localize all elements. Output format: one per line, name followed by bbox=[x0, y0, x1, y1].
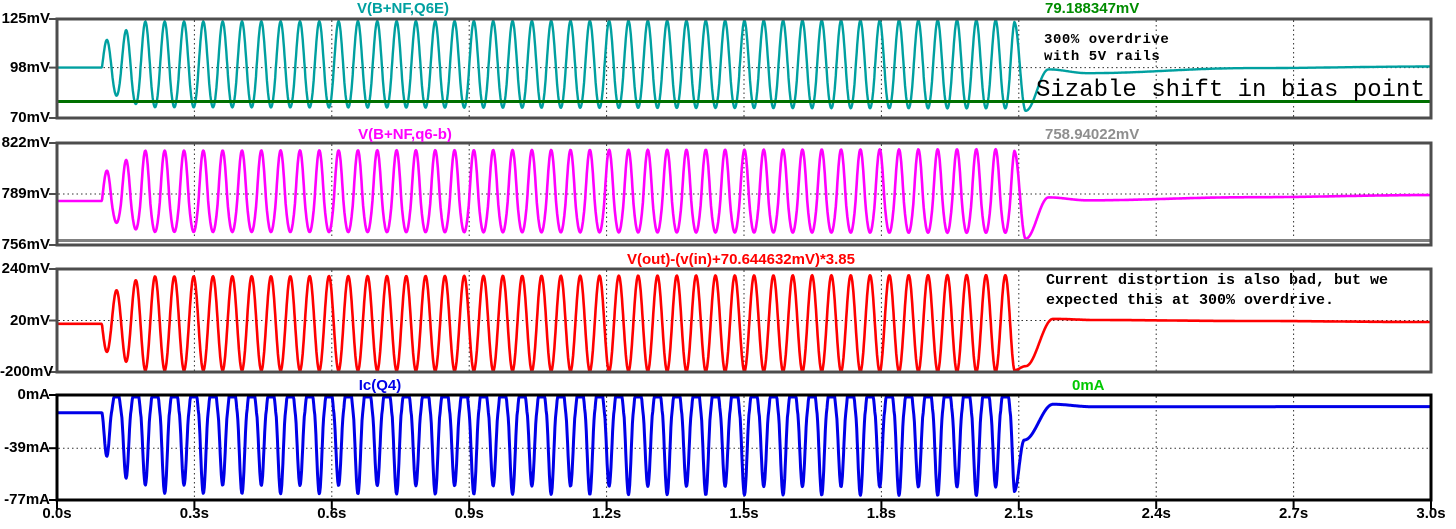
trace-label-vout-expression[interactable]: V(out)-(v(in)+70.644632mV)*3.85 bbox=[626, 251, 856, 268]
x-tick-label[interactable]: 1.8s bbox=[866, 505, 896, 522]
pane-border bbox=[55, 17, 1433, 120]
x-tick-label[interactable]: 0.0s bbox=[42, 505, 72, 522]
pane-1[interactable] bbox=[49, 17, 1433, 120]
y-tick-label[interactable]: -200mV bbox=[0, 363, 54, 380]
x-tick-label[interactable]: 3.0s bbox=[1416, 505, 1446, 522]
trace-label-ic-q4[interactable]: Ic(Q4) bbox=[358, 377, 402, 394]
x-tick-label[interactable]: 2.1s bbox=[1004, 505, 1034, 522]
y-tick-label[interactable]: 789mV bbox=[1, 185, 50, 202]
annotation-overdrive-line2: with 5V rails bbox=[1044, 49, 1161, 65]
x-tick-label[interactable]: 2.7s bbox=[1278, 505, 1309, 522]
trace-2[interactable] bbox=[56, 147, 1432, 241]
annotation-overdrive-line1: 300% overdrive bbox=[1044, 32, 1170, 48]
x-tick-label[interactable]: 2.4s bbox=[1141, 505, 1171, 522]
y-tick-label[interactable]: 98mV bbox=[9, 58, 50, 76]
y-tick-label[interactable]: 125mV bbox=[1, 10, 50, 27]
y-tick-label[interactable]: 756mV bbox=[1, 236, 50, 253]
annotation-bias-shift: Sizable shift in bias point bbox=[1036, 77, 1425, 104]
annotation-current-distortion-line1: Current distortion is also bad, but we bbox=[1046, 272, 1389, 289]
annotation-current-distortion-line2: expected this at 300% overdrive. bbox=[1046, 292, 1335, 309]
pane-4[interactable] bbox=[49, 393, 1433, 502]
ref-value-label-pane2: 758.94022mV bbox=[1045, 126, 1140, 143]
pane-3[interactable] bbox=[49, 267, 1433, 374]
x-tick-label[interactable]: 0.6s bbox=[317, 505, 347, 522]
pane-border bbox=[55, 141, 1433, 247]
y-tick-label[interactable]: 20mV bbox=[9, 311, 50, 329]
y-tick-label[interactable]: 240mV bbox=[1, 260, 50, 277]
trace-label-v-bnf-q6e[interactable]: V(B+NF,Q6E) bbox=[356, 0, 450, 17]
pane-border bbox=[55, 393, 1433, 502]
trace-label-v-bnf-q6b[interactable]: V(B+NF,q6-b) bbox=[358, 126, 452, 143]
y-tick-label[interactable]: -77mA bbox=[4, 491, 50, 508]
x-tick-label[interactable]: 0.3s bbox=[179, 505, 209, 522]
ref-value-label-pane4: 0mA bbox=[1072, 377, 1105, 394]
pane-border bbox=[55, 267, 1433, 374]
x-tick-label[interactable]: 0.9s bbox=[454, 505, 484, 522]
y-tick-label[interactable]: 0mA bbox=[17, 386, 50, 403]
pane-2[interactable] bbox=[49, 141, 1433, 247]
y-tick-label[interactable]: 70mV bbox=[9, 109, 50, 126]
x-tick-label[interactable]: 1.2s bbox=[591, 505, 622, 522]
y-tick-label[interactable]: -39mA bbox=[4, 439, 50, 457]
y-tick-label[interactable]: 822mV bbox=[1, 134, 50, 151]
trace-4[interactable] bbox=[56, 395, 1432, 497]
trace-1[interactable] bbox=[56, 19, 1432, 112]
ref-value-label-pane1: 79.188347mV bbox=[1045, 0, 1140, 17]
x-tick-label[interactable]: 1.5s bbox=[729, 505, 759, 522]
